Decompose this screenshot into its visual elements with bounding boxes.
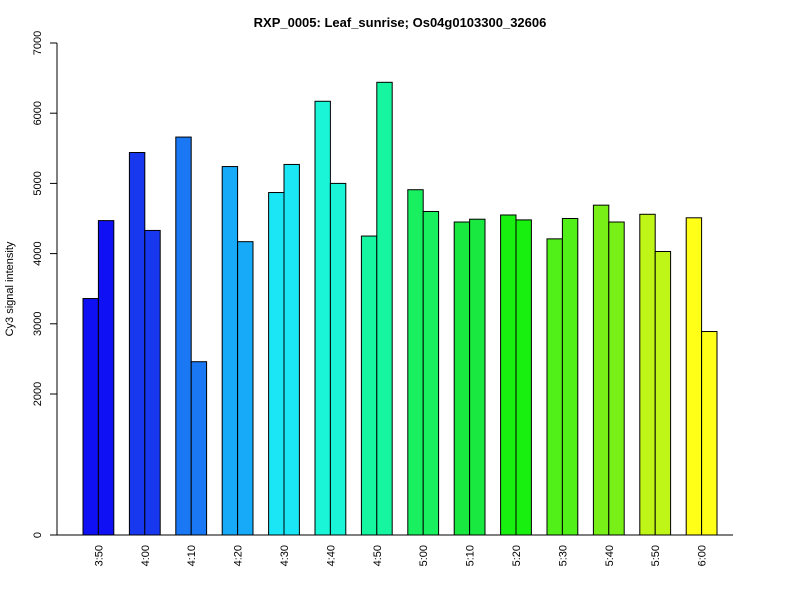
y-tick-label: 6000 bbox=[32, 101, 44, 125]
bar-450-1 bbox=[360, 235, 378, 536]
bar-510-2 bbox=[469, 218, 486, 536]
y-tick-label: 3000 bbox=[32, 312, 44, 336]
bar-530-2 bbox=[561, 218, 579, 536]
bar-540-1 bbox=[592, 204, 610, 536]
x-tick-label: 5:00 bbox=[418, 545, 430, 566]
bar-520-2 bbox=[515, 219, 532, 536]
x-tick-label: 5:10 bbox=[465, 545, 477, 566]
x-tick-label: 5:30 bbox=[557, 545, 569, 566]
y-ticks: 0 2000 3000 4000 5000 6000 7000 bbox=[32, 31, 57, 538]
bar-400-2 bbox=[144, 229, 161, 536]
x-tick-label: 4:00 bbox=[140, 545, 152, 566]
bar-430-1 bbox=[268, 192, 285, 536]
bar-420-2 bbox=[237, 241, 254, 536]
bar-440-1 bbox=[314, 100, 331, 536]
bar-550-1 bbox=[639, 213, 656, 536]
bars bbox=[82, 81, 718, 536]
bar-540-2 bbox=[608, 221, 625, 536]
y-tick-label: 5000 bbox=[32, 171, 44, 195]
x-tick-label: 5:40 bbox=[604, 545, 616, 566]
bar-430-2 bbox=[283, 163, 300, 536]
chart-title: RXP_0005: Leaf_sunrise; Os04g0103300_326… bbox=[254, 15, 547, 30]
x-tick-label: 5:20 bbox=[511, 545, 523, 566]
bar-400-1 bbox=[128, 152, 146, 536]
y-axis-title: Cy3 signal intensity bbox=[4, 241, 16, 336]
bar-600-2 bbox=[701, 331, 718, 536]
bar-410-2 bbox=[190, 361, 208, 536]
bar-510-1 bbox=[453, 221, 471, 536]
bar-350-1 bbox=[82, 298, 99, 536]
x-tick-label: 5:50 bbox=[650, 545, 662, 566]
bar-530-1 bbox=[546, 238, 563, 536]
y-tick-label: 4000 bbox=[32, 241, 44, 265]
bar-520-1 bbox=[500, 214, 517, 536]
bar-350-2 bbox=[97, 220, 115, 536]
x-tick-label: 4:30 bbox=[279, 545, 291, 566]
x-tick-label: 4:20 bbox=[233, 545, 245, 566]
x-tick-label: 6:00 bbox=[697, 545, 709, 566]
bar-500-2 bbox=[422, 210, 440, 536]
x-tick-label: 3:50 bbox=[93, 545, 105, 566]
bar-410-1 bbox=[175, 136, 192, 536]
y-tick-label: 0 bbox=[32, 532, 44, 538]
y-tick-label: 2000 bbox=[32, 382, 44, 406]
bar-500-1 bbox=[407, 189, 424, 536]
bar-420-1 bbox=[221, 166, 239, 536]
bar-450-2 bbox=[376, 81, 393, 536]
bar-600-1 bbox=[685, 217, 703, 536]
bar-550-2 bbox=[654, 250, 672, 536]
y-tick-label: 7000 bbox=[32, 31, 44, 55]
x-tick-label: 4:10 bbox=[186, 545, 198, 566]
x-tick-labels: 3:50 4:00 4:10 4:20 4:30 4:40 4:50 5:00 5:10 5:20… bbox=[93, 545, 708, 566]
bar-440-2 bbox=[329, 182, 347, 536]
x-tick-label: 4:50 bbox=[372, 545, 384, 566]
x-tick-label: 4:40 bbox=[325, 545, 337, 566]
